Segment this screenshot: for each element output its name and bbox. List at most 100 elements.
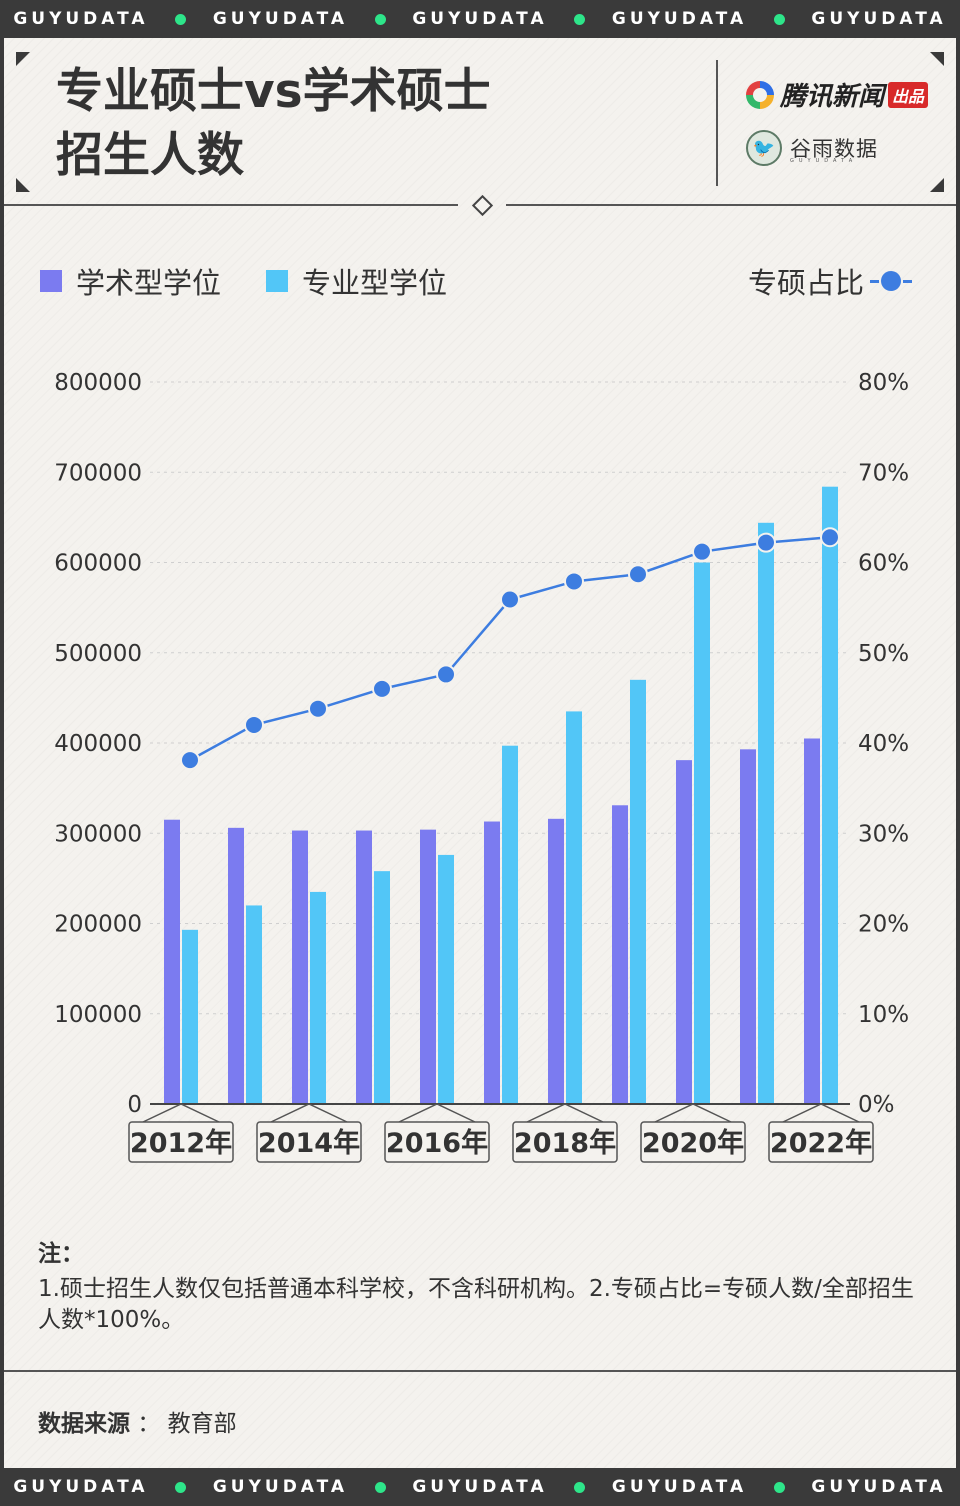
year-tab-pointer: [398, 1103, 476, 1123]
dot-icon: [773, 1481, 785, 1493]
page-title: 专业硕士vs学术硕士 招生人数: [56, 60, 491, 188]
bar-professional: [438, 854, 454, 1104]
year-tab: [128, 1121, 234, 1163]
y-left-tick-label: 700000: [54, 460, 142, 486]
x-tick-label: 2016年: [386, 1127, 488, 1159]
bar-academic: [804, 738, 820, 1104]
banner-word: GUYUDATA: [811, 1477, 947, 1497]
title-line-1: 专业硕士vs学术硕士: [56, 64, 491, 119]
corner-mark: [930, 178, 944, 192]
banner-word: GUYUDATA: [412, 1477, 548, 1497]
brand-name: 腾讯新闻: [780, 82, 885, 112]
y-right-tick-label: 70%: [858, 460, 909, 486]
banner-word: GUYUDATA: [611, 1477, 748, 1497]
bar-academic: [612, 805, 628, 1104]
ratio-point: [756, 532, 776, 553]
year-tab: [256, 1121, 362, 1163]
year-tab-pointer: [142, 1103, 220, 1123]
legend-label: 专硕占比: [747, 266, 864, 300]
ratio-point: [308, 698, 328, 719]
legend-professional: 专业型学位: [266, 260, 447, 302]
ratio-point: [436, 664, 456, 685]
header-divider: [716, 60, 718, 186]
y-right-tick-label: 0%: [858, 1092, 895, 1118]
x-tick-label: 2018年: [514, 1127, 616, 1159]
bar-academic: [740, 749, 756, 1104]
y-left-tick-label: 200000: [54, 912, 142, 938]
year-tab-pointer: [654, 1103, 732, 1123]
tencent-news-logo: 腾讯新闻 出品: [746, 76, 929, 113]
bar-professional: [822, 486, 838, 1104]
legend-swatch-academic: [40, 270, 62, 292]
ratio-point: [372, 678, 392, 699]
dot-icon: [175, 13, 187, 25]
source-value: 教育部: [167, 1411, 237, 1437]
top-banner: GUYUDATA GUYUDATA GUYUDATA GUYUDATA GUYU…: [0, 0, 960, 38]
bar-professional: [374, 871, 390, 1104]
note-title: 注：: [38, 1241, 84, 1267]
bar-professional: [246, 905, 262, 1104]
banner-word: GUYUDATA: [611, 9, 748, 29]
year-tab-pointer: [782, 1103, 860, 1123]
bar-academic: [228, 827, 244, 1104]
brand-subtitle: GUYUDATA: [790, 158, 858, 164]
year-tab: [640, 1121, 746, 1163]
y-right-tick-label: 50%: [858, 641, 909, 667]
brand-tag: 出品: [888, 81, 929, 108]
ratio-point: [628, 564, 648, 585]
line-marker-icon: [870, 271, 912, 291]
ratio-point: [820, 527, 840, 548]
banner-word: GUYUDATA: [811, 9, 947, 29]
dot-icon: [574, 13, 586, 25]
year-tab: [768, 1121, 874, 1163]
ratio-point: [692, 541, 712, 562]
dot-icon: [773, 13, 785, 25]
y-right-tick-label: 30%: [858, 821, 909, 847]
y-left-tick-label: 100000: [54, 1002, 142, 1028]
y-left-tick-label: 300000: [54, 821, 142, 847]
bird-icon: 🐦: [746, 130, 782, 166]
bar-professional: [694, 562, 710, 1104]
ratio-point: [564, 571, 584, 592]
legend-label: 专业型学位: [302, 266, 448, 300]
y-right-tick-label: 10%: [858, 1002, 909, 1028]
y-left-tick-label: 0: [127, 1092, 142, 1118]
note-body: 1.硕士招生人数仅包括普通本科学校，不含科研机构。2.专硕占比=专硕人数/全部招…: [38, 1276, 914, 1333]
x-tick-label: 2020年: [642, 1127, 744, 1159]
banner-word: GUYUDATA: [13, 1477, 149, 1497]
divider-line: [4, 1370, 956, 1372]
corner-mark: [930, 52, 944, 66]
bar-professional: [630, 679, 646, 1104]
legend-label: 学术型学位: [76, 266, 222, 300]
year-tab: [512, 1121, 618, 1163]
y-left-tick-label: 500000: [54, 641, 142, 667]
source-sep: ：: [137, 1411, 161, 1437]
guyu-data-logo: 🐦 谷雨数据 GUYUDATA: [746, 130, 878, 166]
banner-word: GUYUDATA: [212, 9, 349, 29]
bar-academic: [548, 818, 564, 1104]
ratio-point: [180, 750, 200, 771]
y-right-tick-label: 20%: [858, 912, 909, 938]
bottom-banner: GUYUDATA GUYUDATA GUYUDATA GUYUDATA GUYU…: [0, 1468, 960, 1506]
bar-professional: [310, 891, 326, 1104]
legend-academic: 学术型学位: [40, 260, 221, 302]
legend-ratio: 专硕占比: [748, 260, 912, 302]
bar-academic: [356, 830, 372, 1104]
bar-professional: [566, 711, 582, 1104]
y-right-tick-label: 80%: [858, 370, 909, 396]
ratio-point: [500, 589, 520, 610]
title-line-2: 招生人数: [56, 128, 244, 183]
divider-line: [506, 204, 956, 206]
banner-word: GUYUDATA: [212, 1477, 349, 1497]
y-left-tick-label: 600000: [54, 551, 142, 577]
data-source: 数据来源 ： 教育部: [38, 1404, 237, 1438]
bar-academic: [292, 830, 308, 1104]
infographic-card: 专业硕士vs学术硕士 招生人数 腾讯新闻 出品 🐦 谷雨数据 GUYUDATA …: [4, 38, 956, 1468]
brand-name: 谷雨数据: [790, 137, 878, 161]
y-right-tick-label: 60%: [858, 551, 909, 577]
bar-professional: [182, 929, 198, 1104]
bar-professional: [502, 745, 518, 1104]
dot-icon: [175, 1481, 187, 1493]
bar-professional: [758, 522, 774, 1104]
tencent-news-icon: [746, 80, 774, 109]
